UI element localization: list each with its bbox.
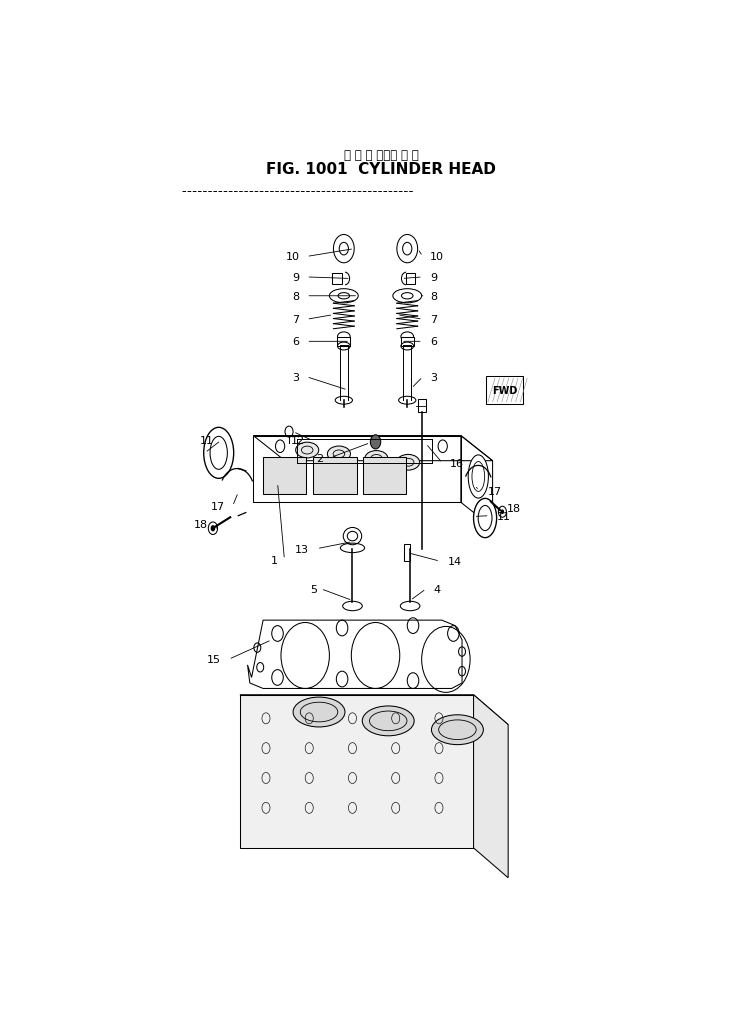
Text: 6: 6 bbox=[430, 337, 437, 347]
Text: 12: 12 bbox=[291, 436, 305, 446]
Text: 10: 10 bbox=[430, 253, 444, 262]
Bar bbox=[401, 337, 414, 346]
Text: 8: 8 bbox=[292, 291, 299, 302]
Text: 11: 11 bbox=[497, 512, 510, 521]
Text: 18: 18 bbox=[194, 519, 208, 529]
Polygon shape bbox=[240, 695, 508, 725]
Bar bbox=[338, 337, 350, 346]
Polygon shape bbox=[474, 695, 508, 878]
Text: 4: 4 bbox=[433, 584, 440, 594]
Text: 3: 3 bbox=[430, 372, 437, 382]
Text: 13: 13 bbox=[295, 544, 310, 554]
Text: 17: 17 bbox=[488, 486, 502, 496]
Ellipse shape bbox=[474, 499, 497, 538]
Bar bbox=[417, 400, 426, 413]
Bar bbox=[333, 274, 341, 284]
Bar bbox=[405, 544, 410, 561]
Text: 14: 14 bbox=[448, 556, 462, 567]
Ellipse shape bbox=[393, 289, 422, 304]
Text: 9: 9 bbox=[430, 273, 437, 282]
Text: 3: 3 bbox=[292, 372, 299, 382]
Ellipse shape bbox=[330, 289, 359, 304]
Ellipse shape bbox=[295, 443, 318, 459]
Text: 11: 11 bbox=[200, 436, 214, 446]
Text: 18: 18 bbox=[507, 503, 521, 514]
Text: 15: 15 bbox=[207, 655, 221, 664]
Ellipse shape bbox=[343, 528, 362, 545]
Text: FWD: FWD bbox=[492, 385, 517, 395]
FancyBboxPatch shape bbox=[487, 376, 523, 405]
Ellipse shape bbox=[204, 428, 234, 479]
Ellipse shape bbox=[432, 715, 484, 745]
Bar bbox=[313, 458, 356, 495]
Text: 16: 16 bbox=[449, 459, 464, 469]
Ellipse shape bbox=[327, 446, 350, 463]
Circle shape bbox=[501, 510, 504, 515]
Text: シ リ ン ダ・ヘ ッ ド: シ リ ン ダ・ヘ ッ ド bbox=[344, 149, 419, 162]
Bar bbox=[363, 458, 406, 495]
Text: 17: 17 bbox=[211, 501, 225, 512]
Ellipse shape bbox=[336, 396, 353, 405]
Ellipse shape bbox=[293, 697, 345, 728]
Ellipse shape bbox=[400, 601, 420, 611]
Bar bbox=[406, 274, 415, 284]
Ellipse shape bbox=[338, 332, 350, 342]
Text: FIG. 1001  CYLINDER HEAD: FIG. 1001 CYLINDER HEAD bbox=[266, 162, 496, 177]
Bar bbox=[263, 458, 307, 495]
Ellipse shape bbox=[401, 332, 414, 342]
Text: 7: 7 bbox=[430, 315, 437, 325]
Text: 6: 6 bbox=[292, 337, 299, 347]
Polygon shape bbox=[240, 695, 474, 848]
Ellipse shape bbox=[397, 454, 420, 471]
Text: 9: 9 bbox=[292, 273, 299, 282]
Ellipse shape bbox=[399, 396, 416, 405]
Circle shape bbox=[211, 526, 215, 532]
Text: 2: 2 bbox=[316, 453, 324, 463]
Ellipse shape bbox=[468, 455, 488, 498]
Circle shape bbox=[371, 435, 381, 449]
Text: 1: 1 bbox=[271, 555, 278, 566]
Text: 7: 7 bbox=[292, 315, 299, 325]
Text: 5: 5 bbox=[310, 584, 317, 594]
Text: 10: 10 bbox=[286, 253, 299, 262]
Ellipse shape bbox=[343, 601, 362, 611]
Ellipse shape bbox=[365, 451, 388, 467]
Text: 8: 8 bbox=[430, 291, 437, 302]
Ellipse shape bbox=[362, 706, 414, 736]
